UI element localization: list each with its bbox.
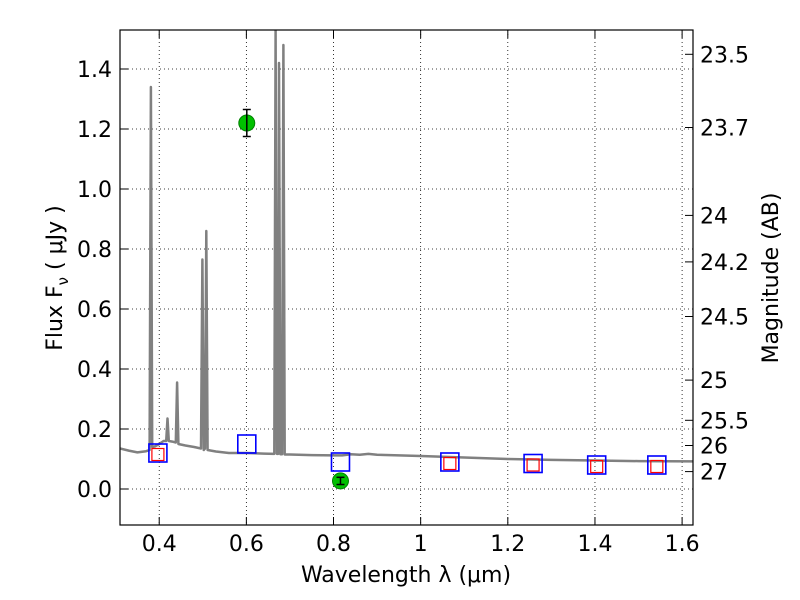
y-tick-label: 1.0	[77, 178, 112, 203]
y-axis-label-main: Flux F	[43, 285, 68, 350]
observed-photometry-marker	[526, 458, 540, 472]
model-photometry-marker	[440, 452, 460, 472]
y2-tick-label: 25	[700, 369, 728, 394]
x-tick-label: 1	[414, 532, 428, 557]
observed-photometry-marker	[590, 459, 604, 474]
y-tick-label: 0.4	[77, 358, 112, 383]
y-tick-label: 1.2	[77, 118, 112, 143]
y-axis-label: Flux Fν ( μJy )	[43, 205, 72, 350]
x-tick-label: 0.8	[316, 532, 351, 557]
model-photometry-marker	[237, 434, 257, 454]
y2-tick-label: 27	[700, 461, 728, 486]
observed-photometry-marker	[443, 456, 457, 471]
x-tick-label: 1.2	[490, 532, 525, 557]
x-tick-label: 1.4	[577, 532, 612, 557]
model-photometry-marker	[647, 455, 667, 475]
model-photometry-marker	[523, 453, 543, 474]
observed-photometry-marker	[650, 459, 664, 474]
y-tick-label: 1.4	[77, 58, 112, 83]
plot-frame	[119, 29, 694, 526]
y-tick-label: 0.2	[77, 418, 112, 443]
y2-tick-label: 24.5	[700, 306, 749, 331]
model-photometry-marker	[586, 455, 607, 475]
tick-layer: 0.4 0.6 0.8 1 1.2 1.4 1.6 0.0 0.2 0.4 0.6 0.8 1.0 1.2…	[77, 30, 749, 557]
sed-curve	[120, 30, 693, 463]
y-tick-label: 0.8	[77, 238, 112, 263]
y2-tick-label: 25.5	[700, 409, 749, 434]
marker-layer	[148, 108, 667, 490]
y-tick-label: 0.0	[77, 478, 112, 503]
y-axis-label-unit: ( μJy )	[43, 205, 68, 277]
y2-tick-label: 24	[700, 204, 728, 229]
model-photometry-marker	[330, 452, 351, 472]
observed-photometry-marker	[151, 447, 165, 462]
x-axis-label: Wavelength λ (μm)	[301, 563, 511, 588]
y-tick-label: 0.6	[77, 298, 112, 323]
model-photometry-marker	[148, 443, 168, 463]
x-tick-label: 0.4	[142, 532, 177, 557]
y2-axis-label: Magnitude (AB)	[759, 193, 784, 364]
y2-tick-label: 23.7	[700, 117, 749, 142]
y-axis-label-subscript: ν	[54, 277, 72, 285]
y2-tick-label: 23.5	[700, 43, 749, 68]
y2-tick-label: 26	[700, 435, 728, 460]
x-tick-label: 1.6	[665, 532, 700, 557]
y2-tick-label: 24.2	[700, 251, 749, 276]
curve-layer	[120, 30, 693, 463]
x-tick-label: 0.6	[229, 532, 264, 557]
